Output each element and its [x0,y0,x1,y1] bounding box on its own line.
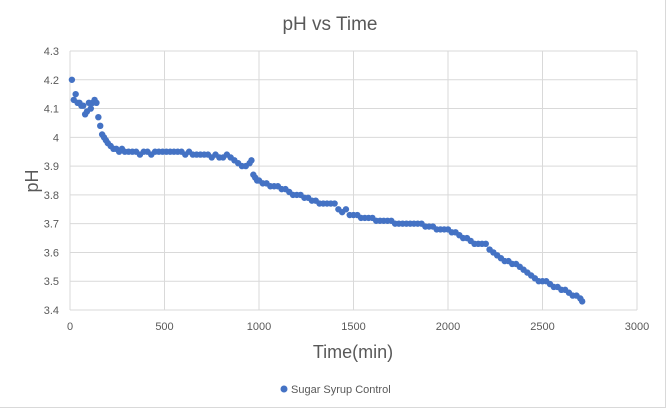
y-tick-label: 4 [53,132,59,144]
y-tick-label: 3.4 [44,305,59,317]
y-axis-title: pH [22,169,42,192]
data-point [87,105,94,112]
y-tick-label: 3.9 [44,161,59,173]
y-axis-ticks: 3.4 3.5 3.6 3.7 3.8 3.9 4 4.1 4.2 4.3 [44,46,59,317]
legend-label: Sugar Syrup Control [291,384,391,396]
data-point [342,206,350,213]
data-point [93,99,100,107]
y-tick-label: 3.7 [44,219,59,231]
legend: Sugar Syrup Control [280,384,391,396]
x-tick-label: 2500 [530,321,554,333]
data-point [95,113,102,121]
x-axis-title: Time(min) [313,342,393,362]
x-tick-label: 3000 [625,321,649,333]
y-tick-label: 3.6 [44,247,59,259]
y-tick-label: 4.1 [44,104,59,116]
data-point [331,200,338,207]
data-point [578,298,586,305]
data-point [68,76,76,83]
x-tick-label: 1500 [341,321,365,333]
x-tick-label: 500 [155,321,173,333]
legend-marker [280,385,288,393]
chart-title: pH vs Time [282,14,377,35]
data-point [72,90,79,98]
x-axis-ticks: 0 500 1000 1500 2000 2500 3000 [67,321,649,333]
y-tick-label: 4.3 [44,46,59,58]
data-point [97,122,104,130]
x-tick-label: 2000 [436,321,460,333]
data-point [80,102,87,109]
y-tick-label: 3.5 [44,276,59,288]
x-tick-label: 1000 [247,321,271,333]
data-point [482,240,489,248]
y-tick-label: 4.2 [44,75,59,87]
data-point [248,157,255,164]
data-points [68,76,586,305]
gridlines [69,50,638,311]
y-tick-label: 3.8 [44,190,59,202]
x-tick-label: 0 [67,321,73,333]
